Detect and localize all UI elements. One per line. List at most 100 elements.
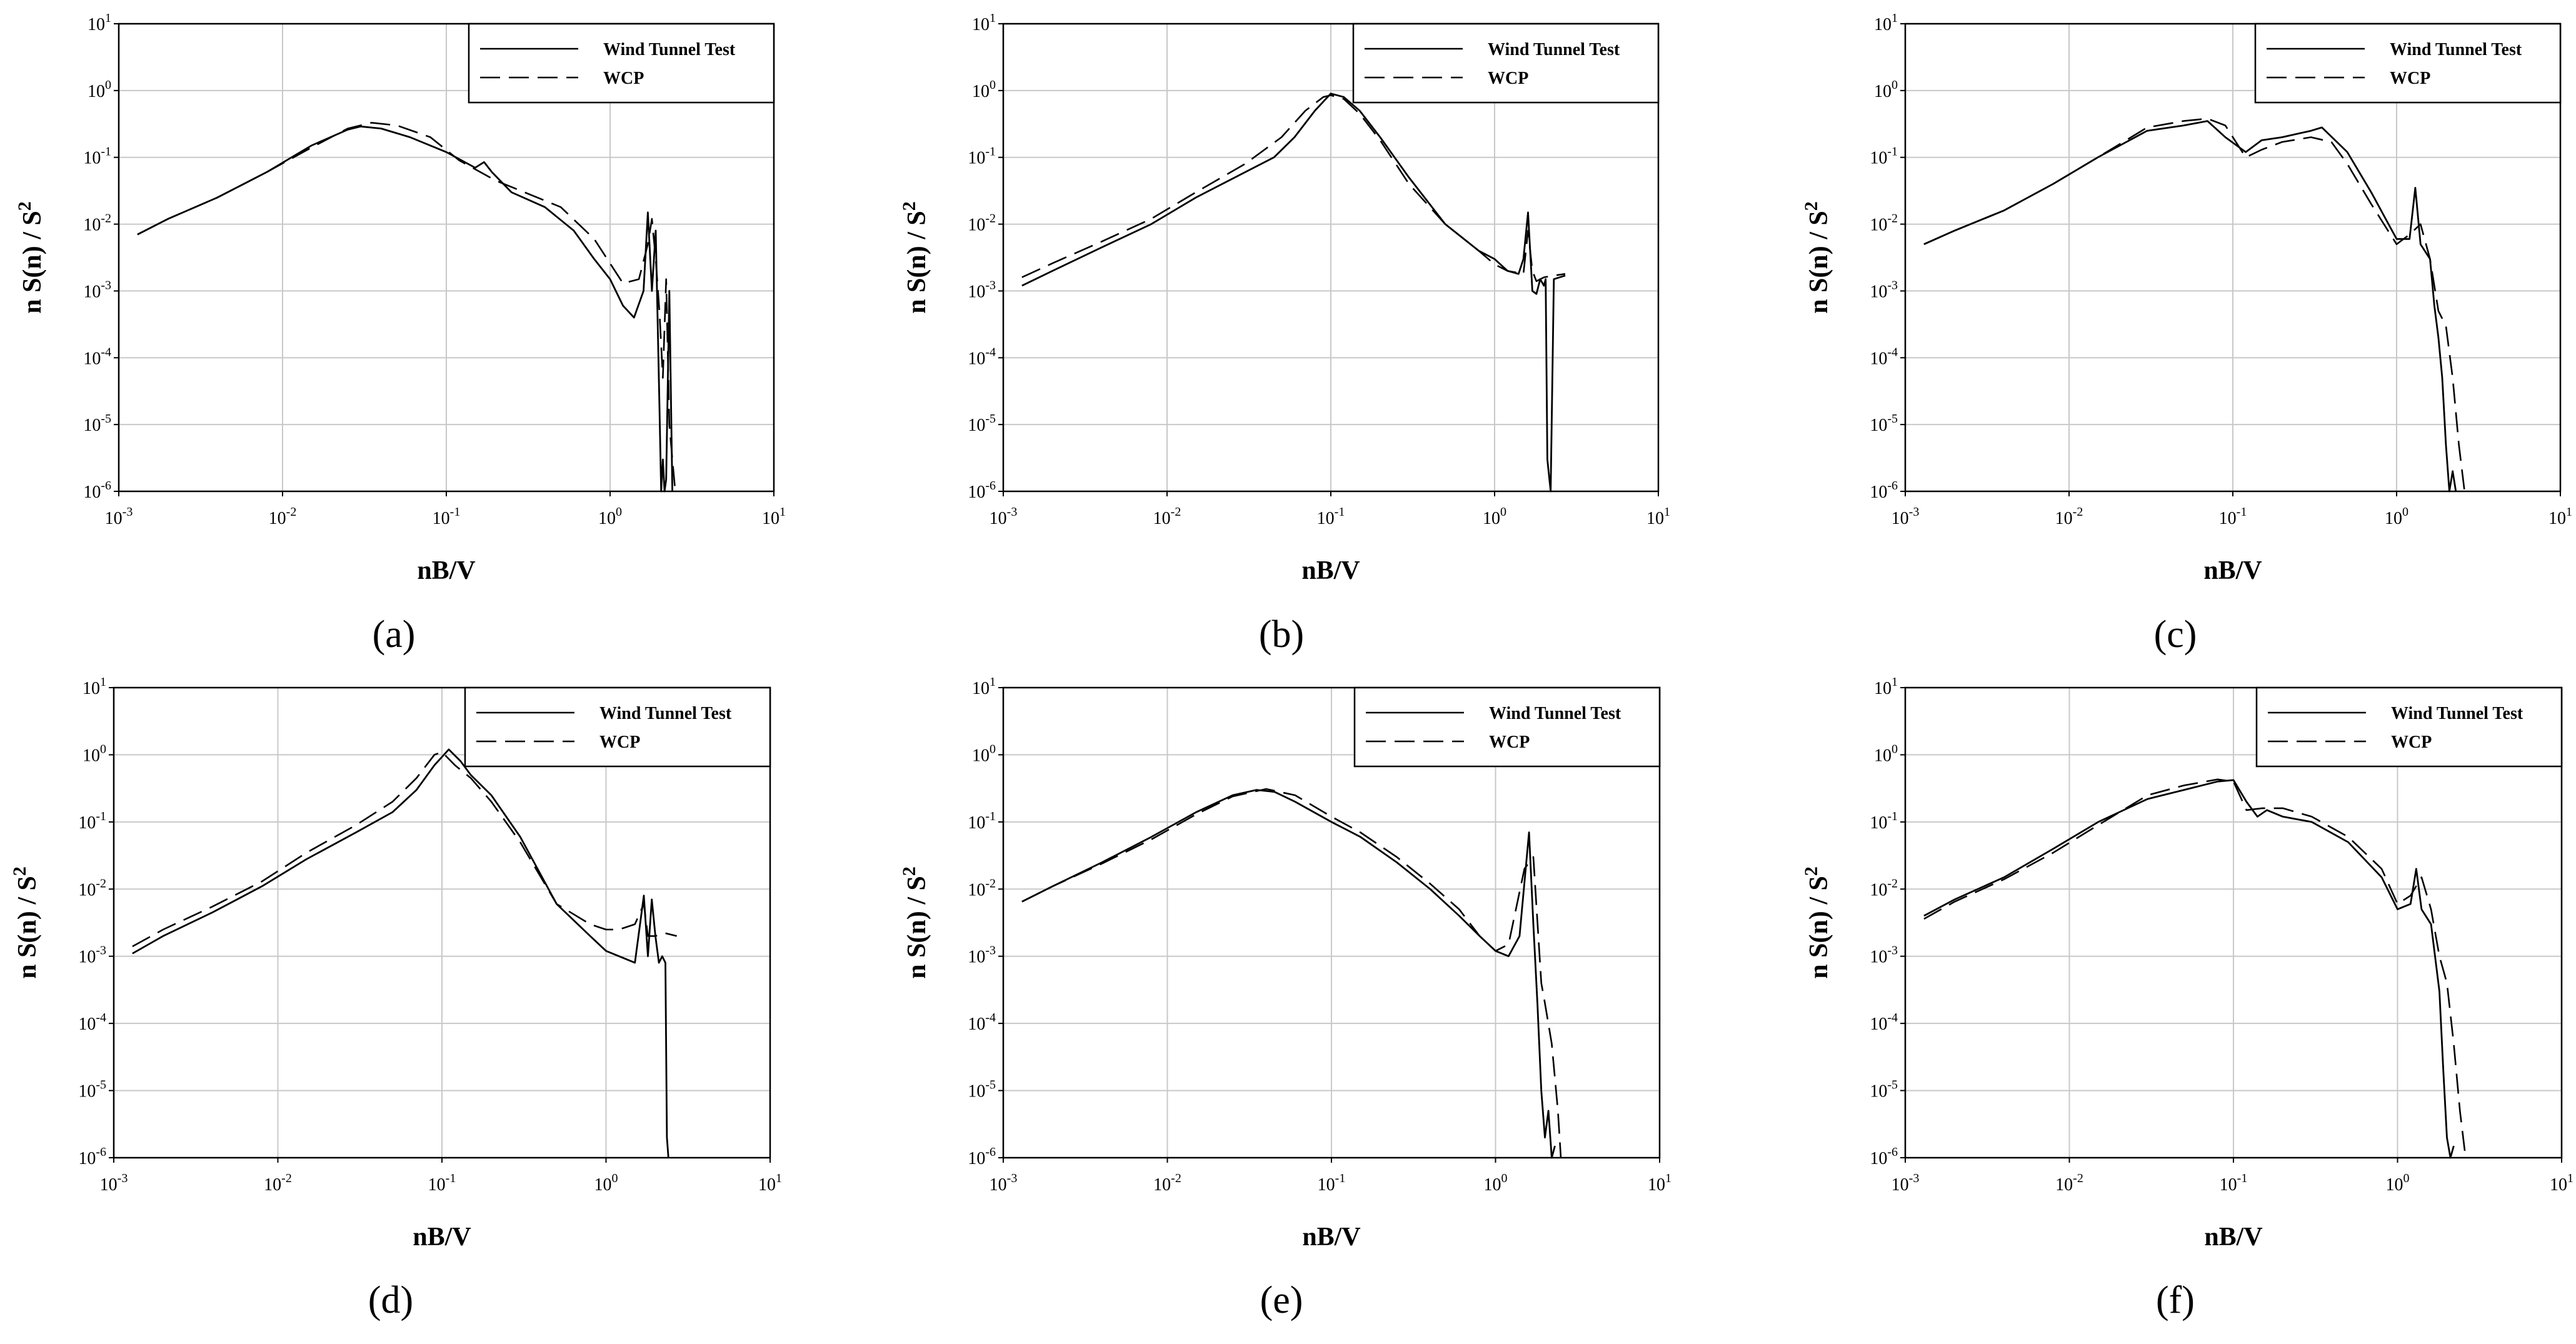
panel-caption-text: (f) <box>2156 1279 2195 1321</box>
y-axis-title: n S(n) / S2 <box>899 866 931 979</box>
x-tick-label: 100 <box>1483 505 1506 528</box>
panel-caption-text: (b) <box>1259 613 1304 656</box>
y-tick-base: 10 <box>83 679 100 698</box>
legend-label: WCP <box>599 733 640 752</box>
x-tick-base: 10 <box>2548 509 2566 528</box>
x-tick-label: 100 <box>1484 1171 1508 1195</box>
series-line-wind-tunnel-test <box>132 748 669 1158</box>
y-tick-label: 10-1 <box>78 810 106 833</box>
x-tick-label: 10-3 <box>1892 505 1920 528</box>
y-tick-base: 10 <box>1874 679 1892 698</box>
y-tick-base: 10 <box>972 15 990 34</box>
y-tick-exp: -3 <box>96 944 106 958</box>
y-tick-exp: -6 <box>1887 479 1898 493</box>
x-tick-label: 101 <box>758 1171 782 1195</box>
x-tick-base: 10 <box>1318 1175 1335 1195</box>
x-tick-base: 10 <box>1153 509 1171 528</box>
y-tick-exp: 1 <box>100 675 106 689</box>
x-tick-label: 10-3 <box>990 1171 1018 1195</box>
y-tick-label: 10-1 <box>1870 810 1898 833</box>
y-tick-exp: 0 <box>105 78 111 92</box>
x-tick-exp: -3 <box>1909 1171 1920 1185</box>
x-tick-exp: -1 <box>1335 505 1345 519</box>
y-tick-base: 10 <box>78 1082 96 1101</box>
panel-caption-text: (c) <box>2154 613 2197 656</box>
x-tick-base: 10 <box>1892 509 1909 528</box>
y-tick-exp: -1 <box>1887 145 1898 159</box>
x-tick-label: 10-3 <box>100 1171 128 1195</box>
panel-caption: (b) <box>1259 613 1304 656</box>
x-tick-exp: -1 <box>2237 505 2247 519</box>
series-line-wcp <box>137 122 676 492</box>
x-tick-label: 100 <box>2386 1171 2410 1195</box>
legend-label-text: Wind Tunnel Test <box>2391 704 2523 723</box>
x-tick-exp: 0 <box>1500 505 1506 519</box>
series-line-wcp <box>1923 118 2465 492</box>
y-tick-label: 10-4 <box>1870 345 1898 368</box>
y-tick-label: 10-4 <box>1870 1011 1898 1034</box>
y-axis-title: n S(n) / S2 <box>14 201 47 314</box>
y-tick-label: 10-4 <box>83 345 111 368</box>
y-tick-exp: -6 <box>985 1145 996 1159</box>
y-tick-base: 10 <box>1874 15 1892 34</box>
series-line-wind-tunnel-test <box>137 125 673 493</box>
legend-label: Wind Tunnel Test <box>2390 40 2522 59</box>
x-tick-exp: -1 <box>450 505 461 519</box>
legend: Wind Tunnel Test WCP <box>2255 686 2563 768</box>
y-tick-label: 10-3 <box>1870 278 1898 301</box>
y-tick-exp: -3 <box>1887 278 1898 292</box>
x-tick-base: 10 <box>1892 1175 1909 1195</box>
x-tick-exp: 1 <box>776 1171 782 1185</box>
y-tick-label: 10-5 <box>968 1078 996 1101</box>
x-tick-exp: -2 <box>2073 1171 2083 1185</box>
y-tick-base: 10 <box>88 15 105 34</box>
x-tick-exp: 0 <box>1501 1171 1508 1185</box>
series-line-wind-tunnel-test <box>1923 779 2455 1159</box>
series-line-wcp <box>132 751 678 948</box>
x-tick-base: 10 <box>433 509 450 528</box>
x-tick-label: 100 <box>594 1171 618 1195</box>
y-tick-exp: -1 <box>101 145 111 159</box>
x-tick-label: 10-1 <box>1317 505 1345 528</box>
y-tick-label: 10-6 <box>1870 1145 1898 1168</box>
y-tick-base: 10 <box>968 948 985 967</box>
y-tick-exp: 0 <box>1892 742 1898 756</box>
x-tick-base: 10 <box>105 509 123 528</box>
y-tick-base: 10 <box>1870 349 1887 368</box>
legend-label-text: WCP <box>1489 733 1530 752</box>
y-tick-label: 10-5 <box>1870 1078 1898 1101</box>
y-axis-title-text: n S(n) / S <box>903 211 931 314</box>
x-tick-base: 10 <box>1317 509 1335 528</box>
y-tick-exp: -3 <box>985 944 996 958</box>
x-axis-title: nB/V <box>1301 556 1360 585</box>
y-tick-label: 10-5 <box>83 412 111 435</box>
y-tick-base: 10 <box>83 746 100 765</box>
x-tick-label: 10-2 <box>1153 505 1181 528</box>
x-axis-title-text: nB/V <box>417 556 475 585</box>
x-tick-base: 10 <box>598 509 616 528</box>
y-tick-label: 10-3 <box>1870 944 1898 967</box>
panel-caption: (a) <box>373 613 416 656</box>
legend: Wind Tunnel Test WCP <box>464 686 771 768</box>
y-tick-label: 10-5 <box>968 412 996 435</box>
y-axis-title-text: n S(n) / S <box>903 876 931 979</box>
y-tick-label: 10-4 <box>78 1011 106 1034</box>
y-axis-title-text: n S(n) / S <box>13 876 42 979</box>
x-tick-exp: 1 <box>779 505 786 519</box>
x-axis-title: nB/V <box>413 1223 471 1251</box>
y-tick-label: 10-6 <box>78 1145 106 1168</box>
x-tick-label: 10-2 <box>1153 1171 1181 1195</box>
legend-label: Wind Tunnel Test <box>1489 704 1621 723</box>
legend-label-text: Wind Tunnel Test <box>2390 40 2522 59</box>
x-tick-exp: 0 <box>2402 505 2408 519</box>
legend-box <box>2254 23 2562 104</box>
y-tick-base: 10 <box>1870 282 1887 301</box>
panel-e: 10-3 10-2 10-1 100 10110-610-510-410-310-210… <box>899 675 1671 1321</box>
y-tick-label: 10-3 <box>968 944 996 967</box>
legend-label: WCP <box>2391 733 2432 752</box>
legend: Wind Tunnel Test WCP <box>1352 23 1660 104</box>
y-tick-exp: -4 <box>985 1011 996 1025</box>
y-tick-exp: -2 <box>96 876 106 890</box>
legend-label: Wind Tunnel Test <box>603 40 736 59</box>
y-tick-label: 10-1 <box>968 145 996 168</box>
